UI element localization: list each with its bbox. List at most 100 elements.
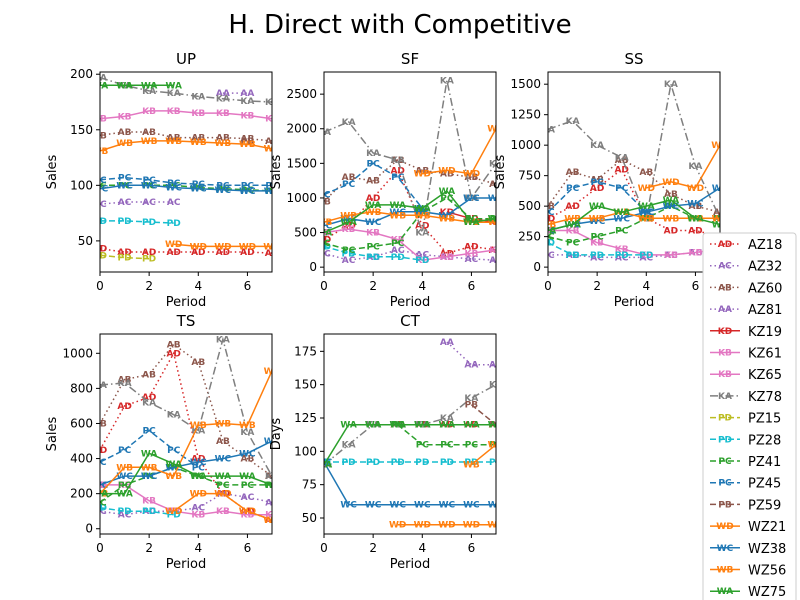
- point-marker: WA: [488, 421, 505, 431]
- point-marker: AB: [167, 134, 181, 144]
- x-tick-label: 2: [369, 279, 377, 293]
- plot-area: [548, 72, 720, 272]
- legend-marker: WC: [717, 544, 734, 554]
- x-tick-label: 2: [593, 279, 601, 293]
- y-axis-label: Sales: [45, 154, 60, 189]
- y-tick-label: 0: [85, 522, 93, 536]
- point-marker: AD: [216, 490, 230, 500]
- point-marker: AB: [216, 437, 230, 447]
- series-wz56: WB WB WB WB WB WB WB WB: [324, 208, 496, 228]
- y-tick-label: 150: [70, 123, 93, 137]
- point-marker: AC: [241, 493, 255, 503]
- point-marker: PC: [416, 204, 430, 214]
- series-line: [100, 440, 272, 486]
- series-wz38: WC WC WC WC WC WC WC WC: [316, 458, 496, 511]
- point-marker: WB: [264, 145, 281, 155]
- point-marker: PD: [415, 256, 429, 266]
- point-marker: AD: [240, 248, 254, 258]
- series-line: [324, 80, 496, 233]
- point-marker: KA: [118, 379, 132, 389]
- point-marker: WA: [488, 215, 505, 225]
- point-marker: WD: [463, 521, 480, 531]
- series-wz56: WB WB WB WB WB WB WB WB: [100, 367, 272, 500]
- series-line: [100, 506, 174, 516]
- point-marker: AD: [117, 248, 131, 258]
- y-tick-label: 600: [70, 416, 93, 430]
- point-marker: WB: [215, 139, 232, 149]
- point-marker: KB: [317, 229, 331, 239]
- point-marker: WC: [264, 437, 281, 447]
- legend-label: AZ60: [748, 281, 782, 296]
- series-wz56: WB WB: [463, 441, 496, 471]
- legend-marker: PD: [718, 435, 732, 445]
- series-az32: AC AC AC AC AC AC AC AC: [324, 246, 496, 266]
- point-marker: PD: [342, 249, 356, 259]
- y-tick-label: 1000: [62, 346, 93, 360]
- point-marker: KA: [590, 141, 604, 151]
- point-marker: PD: [167, 219, 181, 229]
- point-marker: PC: [142, 181, 156, 191]
- series-line: [324, 211, 496, 223]
- series-wz21: WD WD WD WD: [638, 141, 728, 194]
- subplot-title: SS: [624, 50, 643, 68]
- point-marker: WA: [540, 227, 557, 237]
- point-marker: KB: [639, 251, 653, 261]
- point-marker: PD: [440, 458, 454, 468]
- legend-label: PZ28: [748, 433, 781, 448]
- series-line: [324, 162, 423, 209]
- axes-frame: [99, 333, 273, 535]
- point-marker: PD: [142, 218, 156, 228]
- legend-entry: KD KZ19: [710, 325, 782, 340]
- series-pz28: PD PD PD PD PD PD PD PD: [324, 458, 496, 468]
- point-marker: WA: [116, 81, 133, 91]
- point-marker: WC: [316, 458, 333, 468]
- point-marker: PD: [167, 511, 181, 521]
- point-marker: KB: [664, 251, 678, 261]
- point-marker: WB: [613, 208, 630, 218]
- x-tick-label: 4: [194, 541, 202, 555]
- point-marker: AC: [118, 511, 132, 521]
- point-marker: KD: [489, 218, 503, 228]
- x-tick-label: 0: [320, 279, 328, 293]
- point-marker: WC: [488, 194, 505, 204]
- point-marker: AC: [416, 251, 430, 261]
- point-marker: WD: [662, 178, 679, 188]
- point-marker: AB: [93, 420, 107, 430]
- series-kz78: KA KA KA KA KA KA KA KA: [100, 74, 272, 108]
- y-tick-label: 125: [294, 411, 317, 425]
- series-kz61: KB KB KB KB KB KB KB KB: [317, 225, 496, 266]
- point-marker: WC: [264, 187, 281, 197]
- series-line: [100, 254, 150, 260]
- figure-title: H. Direct with Competitive: [228, 10, 571, 40]
- point-marker: AB: [216, 134, 230, 144]
- point-marker: PC: [615, 227, 629, 237]
- point-marker: AD: [117, 402, 131, 412]
- y-tick-label: 750: [518, 169, 541, 183]
- point-marker: WD: [711, 141, 728, 151]
- point-marker: PC: [118, 174, 132, 184]
- point-marker: PD: [590, 251, 604, 261]
- point-marker: AD: [142, 393, 156, 403]
- point-marker: KB: [464, 249, 478, 259]
- point-marker: WD: [414, 521, 431, 531]
- point-marker: AD: [639, 214, 653, 224]
- point-marker: PC: [391, 173, 405, 183]
- series-az60: AB AB AB AB AB AB AB AB: [324, 156, 496, 207]
- point-marker: WC: [414, 208, 431, 218]
- point-marker: KA: [216, 335, 230, 345]
- point-marker: AB: [191, 358, 205, 368]
- point-marker: PB: [241, 137, 255, 147]
- point-marker: KB: [93, 115, 107, 125]
- point-marker: KB: [167, 507, 181, 517]
- point-marker: WB: [540, 220, 557, 230]
- point-marker: WB: [190, 421, 207, 431]
- point-marker: AC: [664, 251, 678, 261]
- series-az18: AD AD AD AD AD AD AD AD: [100, 349, 272, 526]
- legend-marker: AA: [718, 305, 732, 315]
- point-marker: KA: [191, 92, 205, 102]
- point-marker: PD: [342, 458, 356, 468]
